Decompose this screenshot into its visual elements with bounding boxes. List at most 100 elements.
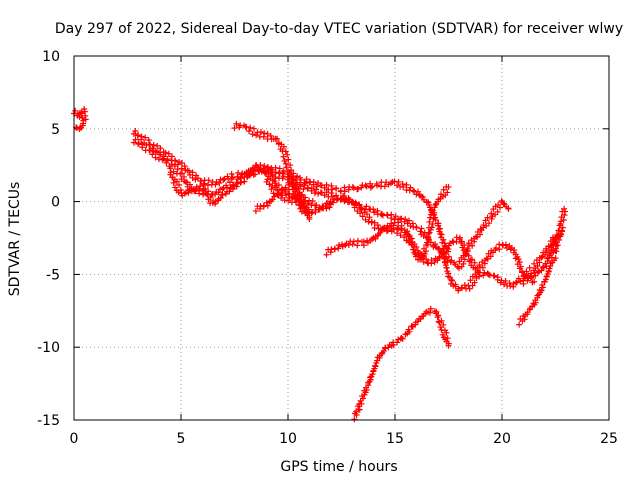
data-point	[483, 222, 490, 229]
data-point	[252, 208, 259, 215]
data-point	[523, 268, 530, 275]
data-point	[426, 218, 433, 225]
x-tick-label: 10	[279, 431, 297, 447]
data-point	[378, 351, 385, 358]
data-point	[322, 203, 329, 210]
data-point	[265, 164, 272, 171]
data-point	[428, 260, 435, 267]
data-point	[455, 287, 462, 294]
data-point	[532, 272, 539, 279]
data-point	[185, 167, 192, 174]
data-point	[420, 313, 427, 320]
x-tick-label: 15	[386, 431, 404, 447]
data-point	[543, 273, 550, 280]
data-point	[138, 136, 145, 143]
data-point	[349, 199, 356, 206]
series-track-a	[130, 128, 512, 272]
data-point	[257, 129, 264, 136]
data-point	[233, 183, 240, 190]
data-point	[281, 197, 288, 204]
data-point	[435, 196, 442, 203]
data-point	[302, 208, 309, 215]
data-point	[261, 162, 268, 169]
data-point	[425, 201, 432, 208]
data-point	[431, 204, 438, 211]
data-point	[413, 191, 420, 198]
data-point	[381, 183, 388, 190]
data-point	[354, 237, 361, 244]
data-point	[165, 150, 172, 157]
data-point	[290, 194, 297, 201]
data-point	[438, 317, 445, 324]
data-point	[263, 199, 270, 206]
data-point	[501, 281, 508, 288]
data-point	[175, 189, 182, 196]
data-point	[552, 235, 559, 241]
data-point	[507, 246, 514, 253]
data-point	[507, 283, 514, 290]
data-point	[417, 316, 424, 323]
data-point	[538, 267, 545, 274]
data-point	[488, 210, 495, 217]
data-point	[527, 305, 534, 312]
series-track-b	[130, 136, 538, 294]
data-point	[534, 263, 541, 270]
data-point	[157, 145, 164, 152]
data-point	[398, 215, 405, 222]
data-point	[302, 198, 309, 205]
series-track-h	[338, 192, 565, 290]
data-point	[364, 211, 371, 218]
data-point	[423, 198, 430, 205]
data-point	[181, 163, 188, 170]
data-point	[484, 214, 491, 221]
data-point	[405, 231, 412, 238]
data-point	[403, 181, 410, 188]
data-point	[401, 234, 408, 241]
data-point	[269, 177, 276, 184]
data-point	[279, 175, 286, 182]
data-point	[198, 178, 205, 185]
data-point	[356, 406, 363, 413]
data-point	[328, 190, 335, 197]
x-tick-label: 20	[493, 431, 511, 447]
data-point	[159, 156, 166, 163]
data-point	[135, 132, 142, 139]
data-point	[171, 163, 178, 170]
data-point	[485, 271, 492, 278]
data-point	[430, 243, 437, 250]
data-point	[172, 157, 179, 164]
data-point	[559, 224, 566, 231]
x-tick-label: 5	[177, 431, 186, 447]
data-point	[449, 277, 456, 284]
data-point	[384, 227, 391, 234]
data-point	[412, 251, 419, 258]
data-point	[298, 200, 305, 207]
data-point	[502, 241, 509, 248]
data-point	[510, 283, 517, 290]
data-point	[280, 143, 287, 150]
data-point	[179, 170, 186, 177]
series-track-g	[323, 183, 452, 263]
data-point	[297, 174, 304, 181]
data-point	[443, 264, 450, 271]
data-point	[419, 193, 426, 200]
data-point	[370, 368, 377, 375]
data-point	[224, 173, 231, 180]
data-point	[440, 321, 447, 328]
data-point	[441, 243, 448, 250]
data-point	[388, 211, 395, 218]
data-point	[438, 234, 445, 241]
y-tick-label: -10	[37, 340, 60, 356]
data-point	[282, 148, 289, 155]
data-point	[485, 220, 492, 227]
data-point	[390, 341, 397, 348]
data-point	[361, 387, 368, 394]
data-point	[445, 342, 452, 349]
data-point	[544, 255, 551, 262]
data-point	[461, 256, 468, 263]
data-point	[443, 338, 450, 345]
data-point	[490, 272, 497, 279]
data-point	[200, 181, 207, 188]
data-point	[170, 179, 177, 186]
grid	[74, 56, 609, 420]
